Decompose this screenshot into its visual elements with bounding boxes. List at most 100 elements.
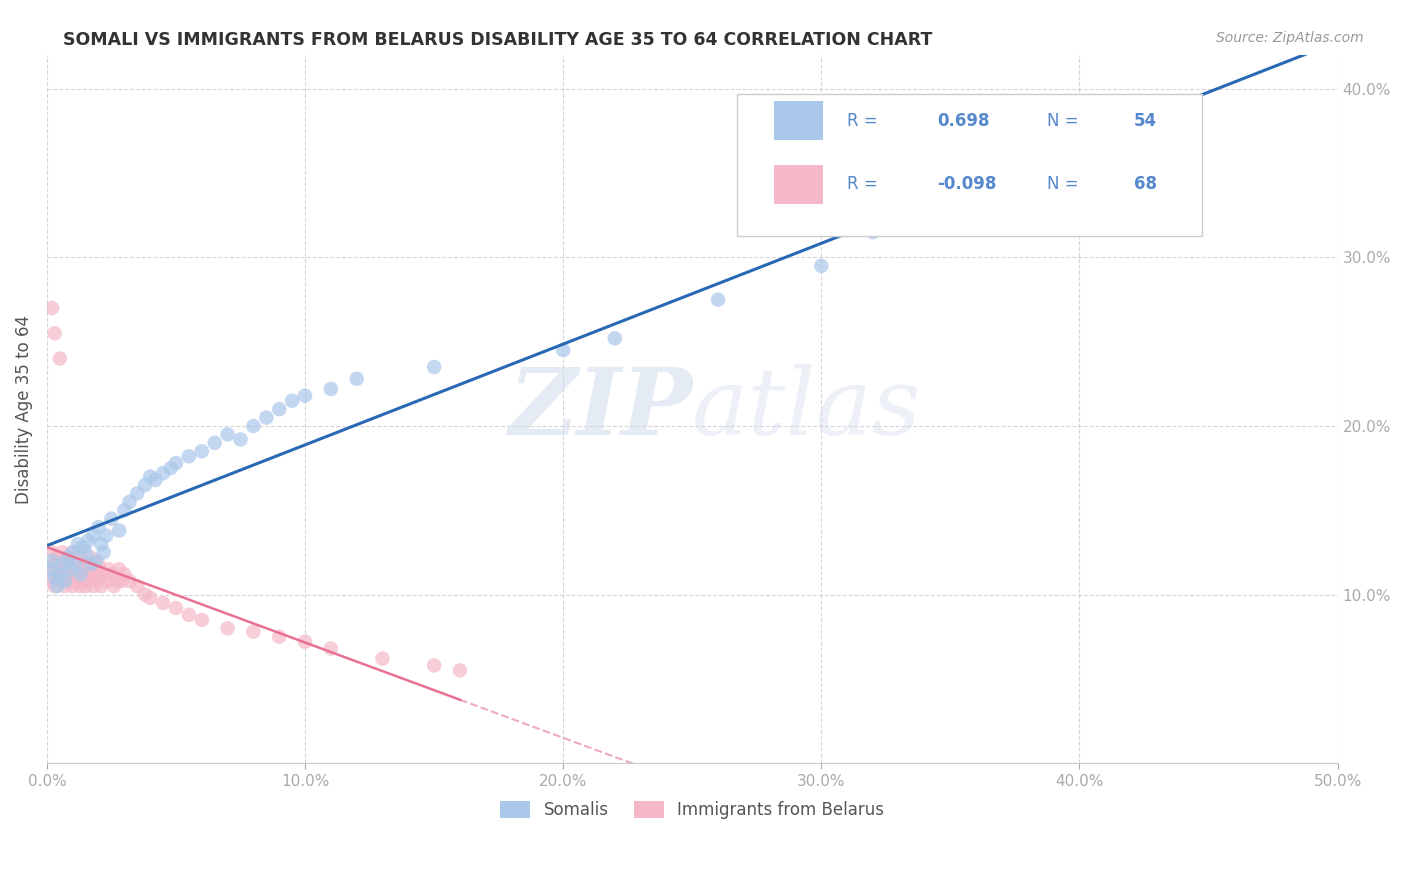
Point xyxy=(108,562,131,576)
Point xyxy=(87,571,110,585)
Point xyxy=(93,545,115,559)
Point xyxy=(46,579,69,593)
Point xyxy=(707,293,730,307)
Point xyxy=(44,579,66,593)
Point xyxy=(84,574,107,588)
Point xyxy=(105,574,128,588)
Point xyxy=(143,473,166,487)
Point xyxy=(38,562,60,576)
Point xyxy=(217,621,239,635)
Point xyxy=(44,326,66,341)
Text: N =: N = xyxy=(1047,112,1084,129)
Point xyxy=(46,571,69,585)
Text: R =: R = xyxy=(848,112,883,129)
Point xyxy=(177,450,200,464)
Point xyxy=(56,550,79,565)
Point xyxy=(90,579,112,593)
Point xyxy=(80,558,103,572)
Point xyxy=(346,372,368,386)
Point xyxy=(77,533,100,548)
Point xyxy=(41,545,63,559)
Point xyxy=(269,630,291,644)
Point xyxy=(134,478,156,492)
Text: ZIP: ZIP xyxy=(508,364,692,454)
Point xyxy=(112,503,135,517)
Point xyxy=(84,562,107,576)
Point xyxy=(65,558,87,572)
Point xyxy=(449,664,471,678)
Point xyxy=(66,558,89,572)
Point xyxy=(41,574,63,588)
Point xyxy=(38,562,60,576)
Text: 0.698: 0.698 xyxy=(938,112,990,129)
Point xyxy=(603,331,626,345)
Point xyxy=(810,259,832,273)
Text: N =: N = xyxy=(1047,176,1084,194)
Point xyxy=(53,574,76,588)
Point xyxy=(100,512,122,526)
Point xyxy=(134,588,156,602)
Point xyxy=(62,579,84,593)
Point xyxy=(49,351,72,366)
Point xyxy=(139,591,162,605)
FancyBboxPatch shape xyxy=(737,94,1202,235)
Point xyxy=(127,486,149,500)
Point xyxy=(191,444,214,458)
Point xyxy=(72,541,94,555)
Point xyxy=(75,579,97,593)
Point xyxy=(294,634,316,648)
Point xyxy=(269,402,291,417)
Point xyxy=(991,200,1014,214)
Point xyxy=(108,524,131,538)
Point xyxy=(41,301,63,315)
Point xyxy=(87,558,110,572)
Y-axis label: Disability Age 35 to 64: Disability Age 35 to 64 xyxy=(15,315,32,504)
Point xyxy=(159,461,181,475)
Point xyxy=(72,574,94,588)
Point xyxy=(862,225,884,239)
Point xyxy=(1119,158,1142,172)
Point xyxy=(51,545,73,559)
Point xyxy=(165,456,187,470)
Legend: Somalis, Immigrants from Belarus: Somalis, Immigrants from Belarus xyxy=(494,794,891,826)
Point xyxy=(51,558,73,572)
Point xyxy=(62,545,84,559)
Point xyxy=(80,550,103,565)
Text: -0.098: -0.098 xyxy=(938,176,997,194)
Point xyxy=(152,466,174,480)
Point xyxy=(69,579,91,593)
Point xyxy=(423,359,446,374)
Point xyxy=(90,537,112,551)
Point xyxy=(217,427,239,442)
Point xyxy=(112,567,135,582)
Point xyxy=(82,528,104,542)
Point xyxy=(82,579,104,593)
Point xyxy=(93,567,115,582)
Point xyxy=(41,554,63,568)
Text: 68: 68 xyxy=(1133,176,1157,194)
Point xyxy=(75,545,97,559)
Point xyxy=(87,520,110,534)
Text: SOMALI VS IMMIGRANTS FROM BELARUS DISABILITY AGE 35 TO 64 CORRELATION CHART: SOMALI VS IMMIGRANTS FROM BELARUS DISABI… xyxy=(63,31,932,49)
Point xyxy=(65,562,87,576)
Point xyxy=(100,567,122,582)
Point xyxy=(96,574,118,588)
Point xyxy=(51,567,73,582)
Point xyxy=(229,433,252,447)
Bar xyxy=(773,101,823,140)
Point xyxy=(281,393,304,408)
Point xyxy=(77,574,100,588)
Point xyxy=(118,495,141,509)
Point xyxy=(152,596,174,610)
Point xyxy=(111,574,134,588)
Point xyxy=(103,579,125,593)
Bar xyxy=(773,165,823,203)
Point xyxy=(59,562,82,576)
Point xyxy=(242,419,264,434)
Point xyxy=(59,558,82,572)
Point xyxy=(49,558,72,572)
Point xyxy=(49,567,72,582)
Point xyxy=(49,574,72,588)
Point xyxy=(66,567,89,582)
Point xyxy=(59,571,82,585)
